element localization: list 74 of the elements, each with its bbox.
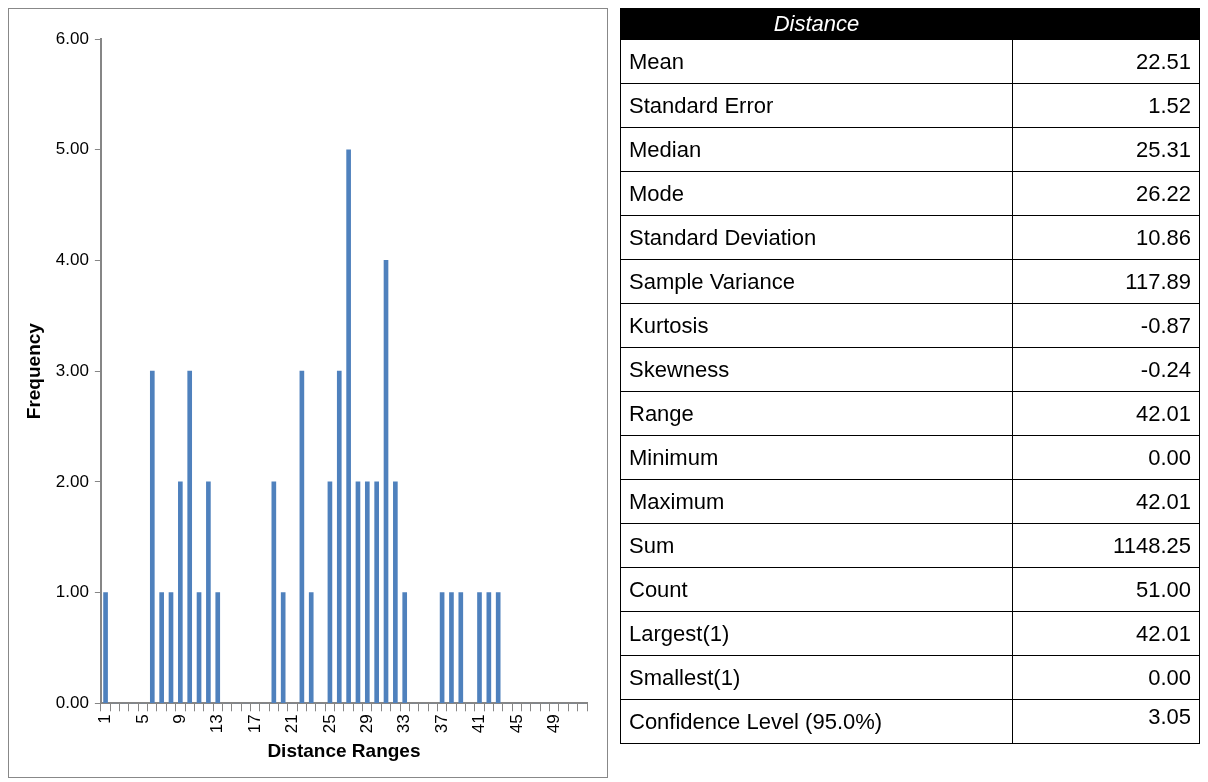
x-tick-label: 25: [319, 714, 339, 734]
bar: [206, 481, 211, 704]
y-tick-label: 5.00: [55, 139, 89, 159]
bar: [364, 481, 370, 704]
text: 0.00: [1148, 664, 1191, 690]
text: 117.89: [1125, 268, 1191, 294]
bar: [149, 370, 155, 704]
category-label: Maximum: [620, 479, 1013, 524]
x-tick-label: 29: [357, 714, 376, 734]
bar: [308, 592, 314, 704]
bar: [477, 592, 482, 704]
text: 22.51: [1135, 48, 1191, 74]
x-tick-label: 9: [170, 714, 190, 724]
category-label: Count: [620, 567, 1013, 612]
text: -0.24: [1140, 356, 1191, 382]
text: 26.22: [1135, 180, 1191, 206]
text: 1.52: [1148, 92, 1191, 118]
text: 51.00: [1135, 576, 1191, 602]
bar: [402, 592, 408, 704]
category-label: Sum: [620, 523, 1013, 568]
category-label: Skewness: [620, 347, 1013, 392]
bar: [187, 370, 193, 704]
text: 42.01: [1135, 488, 1191, 514]
y-tick-label: 0.00: [55, 692, 89, 712]
bar: [159, 592, 164, 704]
category-label: Kurtosis: [620, 303, 1013, 348]
bar: [495, 592, 501, 704]
x-tick-label: 17: [244, 714, 264, 734]
bar: [346, 149, 351, 704]
bar: [449, 592, 454, 704]
x-tick-label: 41: [469, 714, 489, 734]
x-axis-title: Distance Ranges: [267, 739, 421, 761]
y-tick-label: 3.00: [55, 360, 89, 380]
x-tick-label: 33: [394, 714, 414, 734]
category-label: Minimum: [620, 435, 1013, 480]
category-label: Range: [620, 391, 1013, 436]
x-tick-label: 13: [207, 714, 227, 734]
y-tick-label: 2.00: [55, 471, 89, 491]
text: 42.01: [1135, 400, 1191, 426]
text: 42.01: [1135, 620, 1191, 646]
y-tick-label: 1.00: [55, 582, 89, 602]
category-label: Mode: [620, 171, 1013, 216]
bar: [374, 481, 379, 704]
bar: [336, 370, 342, 704]
text: 0.00: [1148, 444, 1191, 470]
x-tick-label: 45: [506, 714, 526, 734]
y-tick-label: 6.00: [55, 28, 89, 48]
x-tick-label: 21: [282, 714, 302, 734]
category-label: Median: [620, 127, 1013, 172]
category-label: Sample Variance: [620, 259, 1013, 304]
x-tick-label: 37: [431, 714, 451, 734]
category-label: Standard Error: [620, 83, 1013, 128]
bar: [458, 592, 464, 704]
x-tick-label: 1: [95, 714, 115, 724]
category-label: Largest(1): [620, 611, 1013, 656]
text: -0.87: [1140, 312, 1191, 338]
text: 25.31: [1135, 136, 1191, 162]
text: 10.86: [1135, 224, 1191, 250]
text: 3.05: [1148, 704, 1191, 729]
bar: [280, 592, 286, 704]
x-tick-label: 49: [543, 714, 563, 734]
bar: [178, 481, 183, 704]
category-label: Standard Deviation: [620, 215, 1013, 260]
bar: [103, 592, 108, 704]
bar: [215, 592, 221, 704]
y-axis-title: Frequency: [22, 322, 44, 420]
category-label: Confidence Level (95.0%): [620, 699, 1013, 744]
text: 1148.25: [1113, 532, 1191, 558]
text: Distance: [620, 8, 1013, 40]
category-label: Mean: [620, 39, 1013, 84]
y-tick-label: 4.00: [55, 250, 89, 270]
bar: [393, 481, 398, 704]
category-label: Smallest(1): [620, 655, 1013, 700]
x-tick-label: 5: [132, 714, 152, 724]
